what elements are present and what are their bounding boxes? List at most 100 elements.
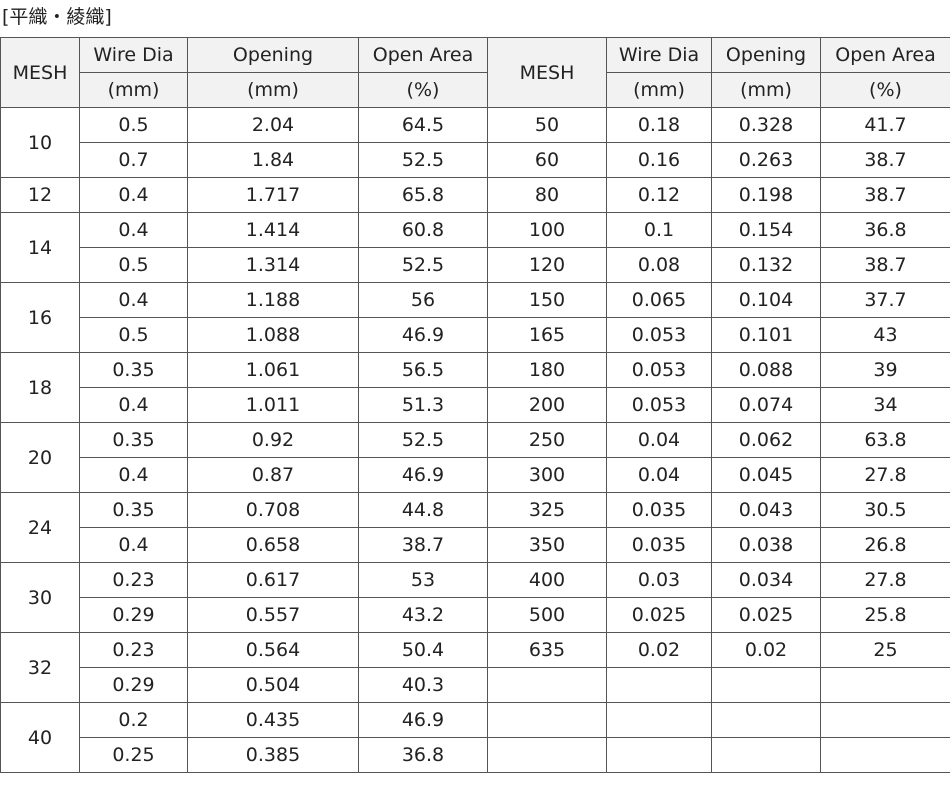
value-cell: 56	[358, 282, 488, 318]
value-cell: 53	[358, 562, 488, 598]
mesh-cell: 165	[487, 317, 607, 353]
empty-cell	[711, 737, 821, 773]
mesh-header: MESH	[0, 37, 80, 108]
value-cell: 0.35	[79, 422, 188, 458]
empty-cell	[820, 737, 950, 773]
empty-cell	[820, 667, 950, 703]
value-cell: 65.8	[358, 177, 488, 213]
value-cell: 0.29	[79, 667, 188, 703]
table-row: 0.4 1.011 51.3 200 0.053 0.074 34	[1, 387, 950, 423]
value-cell: 46.9	[358, 457, 488, 493]
mesh-cell: 18	[0, 352, 80, 423]
value-cell: 0.045	[711, 457, 821, 493]
value-cell: 50.4	[358, 632, 488, 668]
value-cell: 26.8	[820, 527, 950, 563]
mesh-cell: 150	[487, 282, 607, 318]
value-cell: 46.9	[358, 317, 488, 353]
value-cell: 27.8	[820, 457, 950, 493]
value-cell: 0.2	[79, 702, 188, 738]
value-cell: 0.328	[711, 107, 821, 143]
value-cell: 38.7	[820, 247, 950, 283]
caption: [平織・綾織]	[2, 6, 112, 28]
mesh-cell: 14	[0, 212, 80, 283]
value-cell: 27.8	[820, 562, 950, 598]
table-row: 0.5 1.088 46.9 165 0.053 0.101 43	[1, 317, 950, 353]
mesh-cell: 40	[0, 702, 80, 773]
column-header: Wire Dia	[79, 37, 188, 73]
value-cell: 36.8	[358, 737, 488, 773]
mesh-cell: 24	[0, 492, 80, 563]
mesh-cell: 16	[0, 282, 80, 353]
value-cell: 37.7	[820, 282, 950, 318]
column-header: Wire Dia	[606, 37, 712, 73]
value-cell: 52.5	[358, 142, 488, 178]
mesh-cell: 350	[487, 527, 607, 563]
value-cell: 0.154	[711, 212, 821, 248]
mesh-cell: 50	[487, 107, 607, 143]
value-cell: 1.188	[187, 282, 359, 318]
value-cell: 0.053	[606, 317, 712, 353]
unit-header: (mm)	[187, 72, 359, 108]
mesh-cell: 300	[487, 457, 607, 493]
mesh-cell: 180	[487, 352, 607, 388]
value-cell: 0.29	[79, 597, 188, 633]
mesh-cell: 325	[487, 492, 607, 528]
mesh-cell: 12	[0, 177, 80, 213]
empty-cell	[711, 667, 821, 703]
mesh-cell: 80	[487, 177, 607, 213]
value-cell: 0.04	[606, 457, 712, 493]
value-cell: 38.7	[358, 527, 488, 563]
value-cell: 1.314	[187, 247, 359, 283]
value-cell: 0.557	[187, 597, 359, 633]
table-row: 24 0.35 0.708 44.8 325 0.035 0.043 30.5	[0, 492, 950, 563]
value-cell: 52.5	[358, 422, 488, 458]
value-cell: 0.4	[79, 457, 188, 493]
value-cell: 0.04	[606, 422, 712, 458]
value-cell: 44.8	[358, 492, 488, 528]
table-row: 32 0.23 0.564 50.4 635 0.02 0.02 25	[0, 632, 950, 703]
unit-header: (mm)	[79, 72, 188, 108]
value-cell: 1.011	[187, 387, 359, 423]
mesh-cell: 200	[487, 387, 607, 423]
empty-cell	[711, 702, 821, 738]
value-cell: 0.7	[79, 142, 188, 178]
column-header: Open Area	[820, 37, 950, 73]
mesh-cell: 32	[0, 632, 80, 703]
table-row: 0.5 1.314 52.5 120 0.08 0.132 38.7	[1, 247, 950, 283]
mesh-cell: 120	[487, 247, 607, 283]
value-cell: 52.5	[358, 247, 488, 283]
value-cell: 38.7	[820, 177, 950, 213]
value-cell: 60.8	[358, 212, 488, 248]
value-cell: 0.038	[711, 527, 821, 563]
empty-cell	[606, 737, 712, 773]
value-cell: 0.263	[711, 142, 821, 178]
value-cell: 40.3	[358, 667, 488, 703]
table-row: 0.29 0.557 43.2 500 0.025 0.025 25.8	[1, 597, 950, 633]
table-row: (mm) (mm) (%) (mm) (mm) (%)	[1, 72, 950, 108]
value-cell: 0.435	[187, 702, 359, 738]
value-cell: 0.104	[711, 282, 821, 318]
value-cell: 30.5	[820, 492, 950, 528]
value-cell: 0.025	[711, 597, 821, 633]
value-cell: 25.8	[820, 597, 950, 633]
value-cell: 0.23	[79, 562, 188, 598]
value-cell: 0.35	[79, 492, 188, 528]
value-cell: 0.025	[606, 597, 712, 633]
column-header: Opening	[187, 37, 359, 73]
value-cell: 38.7	[820, 142, 950, 178]
value-cell: 0.4	[79, 527, 188, 563]
column-header: Opening	[711, 37, 821, 73]
value-cell: 0.504	[187, 667, 359, 703]
value-cell: 0.4	[79, 282, 188, 318]
value-cell: 0.12	[606, 177, 712, 213]
empty-cell	[487, 667, 607, 703]
value-cell: 1.717	[187, 177, 359, 213]
value-cell: 63.8	[820, 422, 950, 458]
value-cell: 0.074	[711, 387, 821, 423]
value-cell: 0.5	[79, 247, 188, 283]
value-cell: 0.034	[711, 562, 821, 598]
table-row: 0.4 0.87 46.9 300 0.04 0.045 27.8	[1, 457, 950, 493]
column-header: Open Area	[358, 37, 488, 73]
unit-header: (%)	[358, 72, 488, 108]
value-cell: 43.2	[358, 597, 488, 633]
